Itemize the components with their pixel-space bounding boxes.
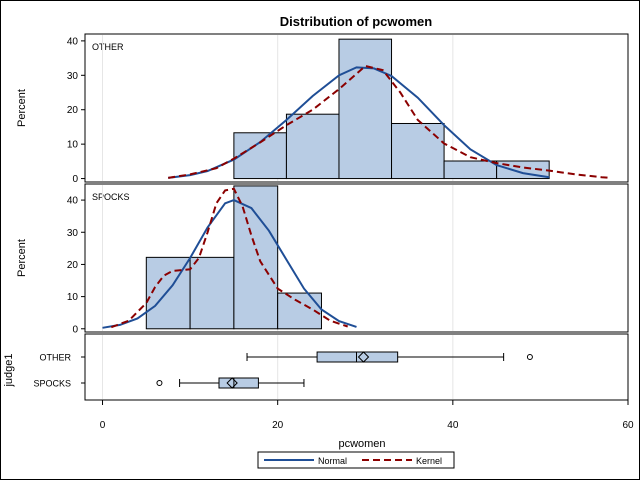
legend-kernel-label: Kernel [416,456,442,466]
y-tick-label: 30 [67,71,79,82]
x-gridlines [102,335,454,399]
legend-frame [257,451,455,469]
histogram-bar [391,122,445,180]
panel-spocks: SPOCKS Percent 0 10 20 30 40 [16,183,629,335]
boxplot-panel: judge1 OTHER SPOCKS [3,333,629,401]
y-axis-label: Percent [16,89,28,127]
panel-frame [84,333,629,401]
legend-normal-label: Normal [318,456,347,466]
y-axis-ticks: 0 10 20 30 40 [67,36,85,185]
y-tick-label: 20 [67,260,79,271]
x-tick-label: 60 [622,420,634,431]
y-tick-label: 40 [67,196,79,207]
mean-marker [226,377,238,389]
histogram-bar [338,38,393,180]
box-row-label: OTHER [40,353,72,363]
boxplot-y-label: judge1 [3,353,15,387]
x-axis-label: pcwomen [338,438,385,450]
outlier-point [526,354,533,360]
histogram-bars [145,185,322,330]
y-tick-label: 0 [72,174,78,185]
panel-label: SPOCKS [92,192,130,202]
x-axis: 0 20 40 60 [100,400,634,431]
y-axis-label: Percent [16,239,28,277]
y-tick-label: 40 [67,36,79,47]
x-tick-label: 40 [447,420,459,431]
y-tick-label: 30 [67,228,79,239]
x-tick-label: 0 [100,420,106,431]
y-tick-label: 10 [67,140,79,151]
box [218,377,259,389]
y-tick-label: 10 [67,292,79,303]
chart-title: Distribution of pcwomen [280,14,432,29]
mean-marker [357,351,370,363]
y-tick-label: 0 [72,324,78,335]
y-axis-ticks: 0 10 20 30 40 [67,196,85,335]
panel-label: OTHER [92,42,124,52]
boxplot-boxes: OTHER SPOCKS [33,351,533,389]
histogram-bar [233,132,287,180]
normal-curve [102,199,357,329]
histogram-bar [233,185,279,330]
histogram-bar [285,113,340,180]
legend: Normal Kernel [257,451,455,469]
y-tick-label: 20 [67,105,79,116]
outlier-point [156,380,163,386]
box [316,351,399,363]
panel-frame [84,183,629,333]
x-tick-label: 20 [272,420,284,431]
histogram-bar [443,160,498,180]
histogram-bar [189,256,235,330]
box-row-label: SPOCKS [33,379,71,389]
panel-other: OTHER Percent 0 10 20 30 40 [16,33,629,185]
histogram-bars [233,38,550,180]
panel-frame [84,33,629,183]
